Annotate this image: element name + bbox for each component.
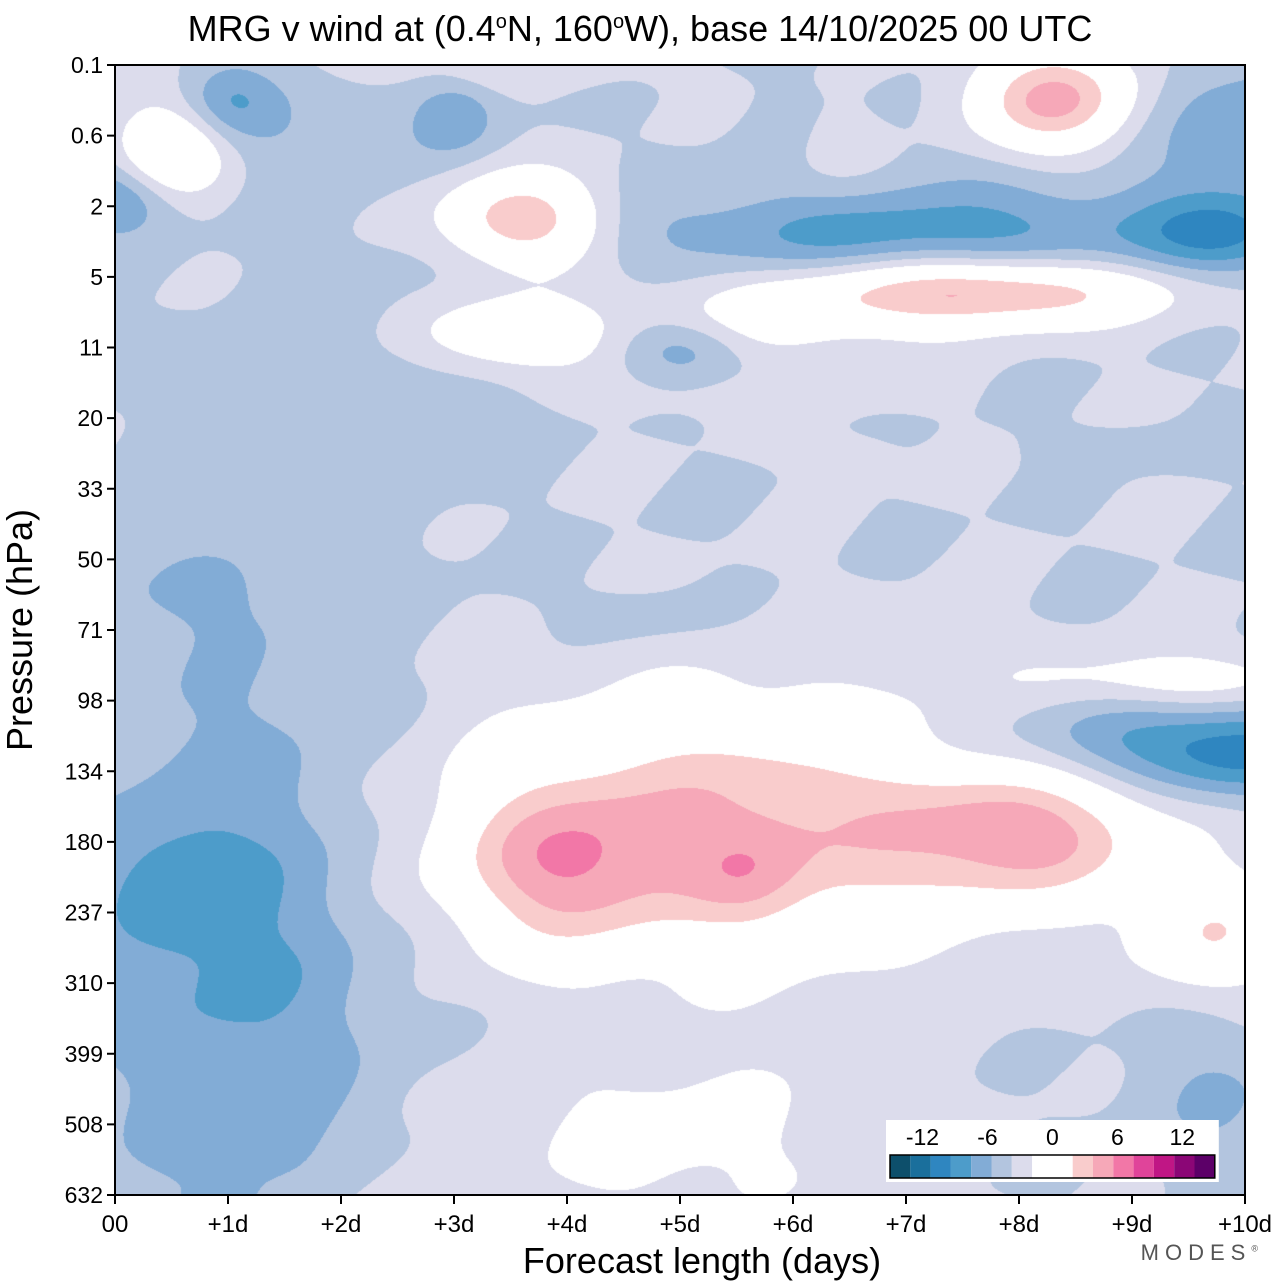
wind-field-shading xyxy=(115,65,1245,1195)
legend-swatch xyxy=(1133,1155,1154,1178)
legend-swatch xyxy=(1032,1155,1053,1178)
legend-tick-label: -12 xyxy=(906,1124,939,1150)
legend-swatch xyxy=(950,1155,972,1178)
x-tick-label: +9d xyxy=(1112,1211,1153,1238)
legend: -12 -6 0 6 12 xyxy=(886,1120,1219,1182)
y-tick-label: 98 xyxy=(77,688,103,714)
x-tick-label: +10d xyxy=(1218,1211,1272,1238)
legend-swatch xyxy=(890,1155,911,1178)
legend-swatch xyxy=(991,1155,1012,1178)
legend-swatch xyxy=(1011,1155,1033,1178)
y-tick-label: 237 xyxy=(65,900,103,926)
x-tick-label: +5d xyxy=(660,1211,701,1238)
x-tick-label: +3d xyxy=(434,1211,475,1238)
x-tick-label: +1d xyxy=(208,1211,249,1238)
legend-frame xyxy=(889,1154,1216,1179)
legend-swatch xyxy=(930,1155,951,1178)
y-tick-label: 0.1 xyxy=(71,52,103,78)
x-tick-label: +2d xyxy=(321,1211,362,1238)
legend-swatch xyxy=(1174,1155,1195,1178)
x-tick-label: +4d xyxy=(547,1211,588,1238)
legend-tick-label: 0 xyxy=(1046,1124,1059,1150)
y-axis-label: Pressure (hPa) xyxy=(0,509,40,751)
y-tick-label: 33 xyxy=(77,476,103,502)
y-tick-label: 20 xyxy=(77,405,103,431)
y-tick-label: 508 xyxy=(65,1111,103,1137)
legend-tick-label: 12 xyxy=(1170,1124,1196,1150)
axes: 0.1 0.6 2 5 11 20 33 50 71 98 134 180 237 310 399 508 63… xyxy=(0,52,1272,1281)
y-tick-label: 5 xyxy=(90,264,103,290)
y-tick-label: 310 xyxy=(65,970,103,996)
legend-swatch xyxy=(1153,1155,1175,1178)
y-tick-label: 632 xyxy=(65,1182,103,1208)
legend-swatch xyxy=(1052,1155,1073,1178)
y-tick-label: 11 xyxy=(79,335,103,361)
x-axis-label: Forecast length (days) xyxy=(523,1240,881,1281)
x-tick-label: +8d xyxy=(999,1211,1040,1238)
y-tick-label: 71 xyxy=(77,617,103,643)
legend-tick-label: 6 xyxy=(1111,1124,1124,1150)
brand-logo: MODES® xyxy=(1140,1240,1258,1265)
y-tick-label: 50 xyxy=(77,546,103,572)
plot-area xyxy=(115,65,1245,1195)
legend-swatch xyxy=(1072,1155,1093,1178)
chart-title: MRG v wind at (0.4oN, 160oW), base 14/10… xyxy=(187,8,1093,49)
y-tick-label: 134 xyxy=(65,758,104,784)
legend-swatch xyxy=(1093,1155,1114,1178)
x-tick-label: 00 xyxy=(102,1211,129,1238)
y-tick-label: 180 xyxy=(65,829,103,855)
legend-swatch xyxy=(1194,1155,1215,1178)
legend-swatch xyxy=(971,1155,992,1178)
legend-tick-label: -6 xyxy=(977,1124,997,1150)
y-tick-label: 2 xyxy=(90,193,103,219)
x-tick-label: +6d xyxy=(773,1211,814,1238)
y-tick-label: 0.6 xyxy=(71,123,103,149)
legend-swatch xyxy=(1113,1155,1134,1178)
legend-swatch xyxy=(910,1155,931,1178)
y-tick-label: 399 xyxy=(65,1041,103,1067)
x-tick-label: +7d xyxy=(886,1211,927,1238)
